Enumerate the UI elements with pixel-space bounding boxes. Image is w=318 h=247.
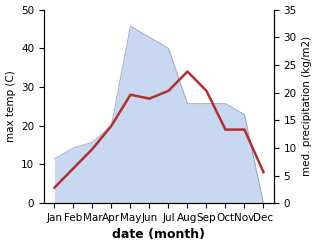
X-axis label: date (month): date (month) (113, 228, 205, 242)
Y-axis label: med. precipitation (kg/m2): med. precipitation (kg/m2) (302, 36, 313, 176)
Y-axis label: max temp (C): max temp (C) (5, 70, 16, 142)
